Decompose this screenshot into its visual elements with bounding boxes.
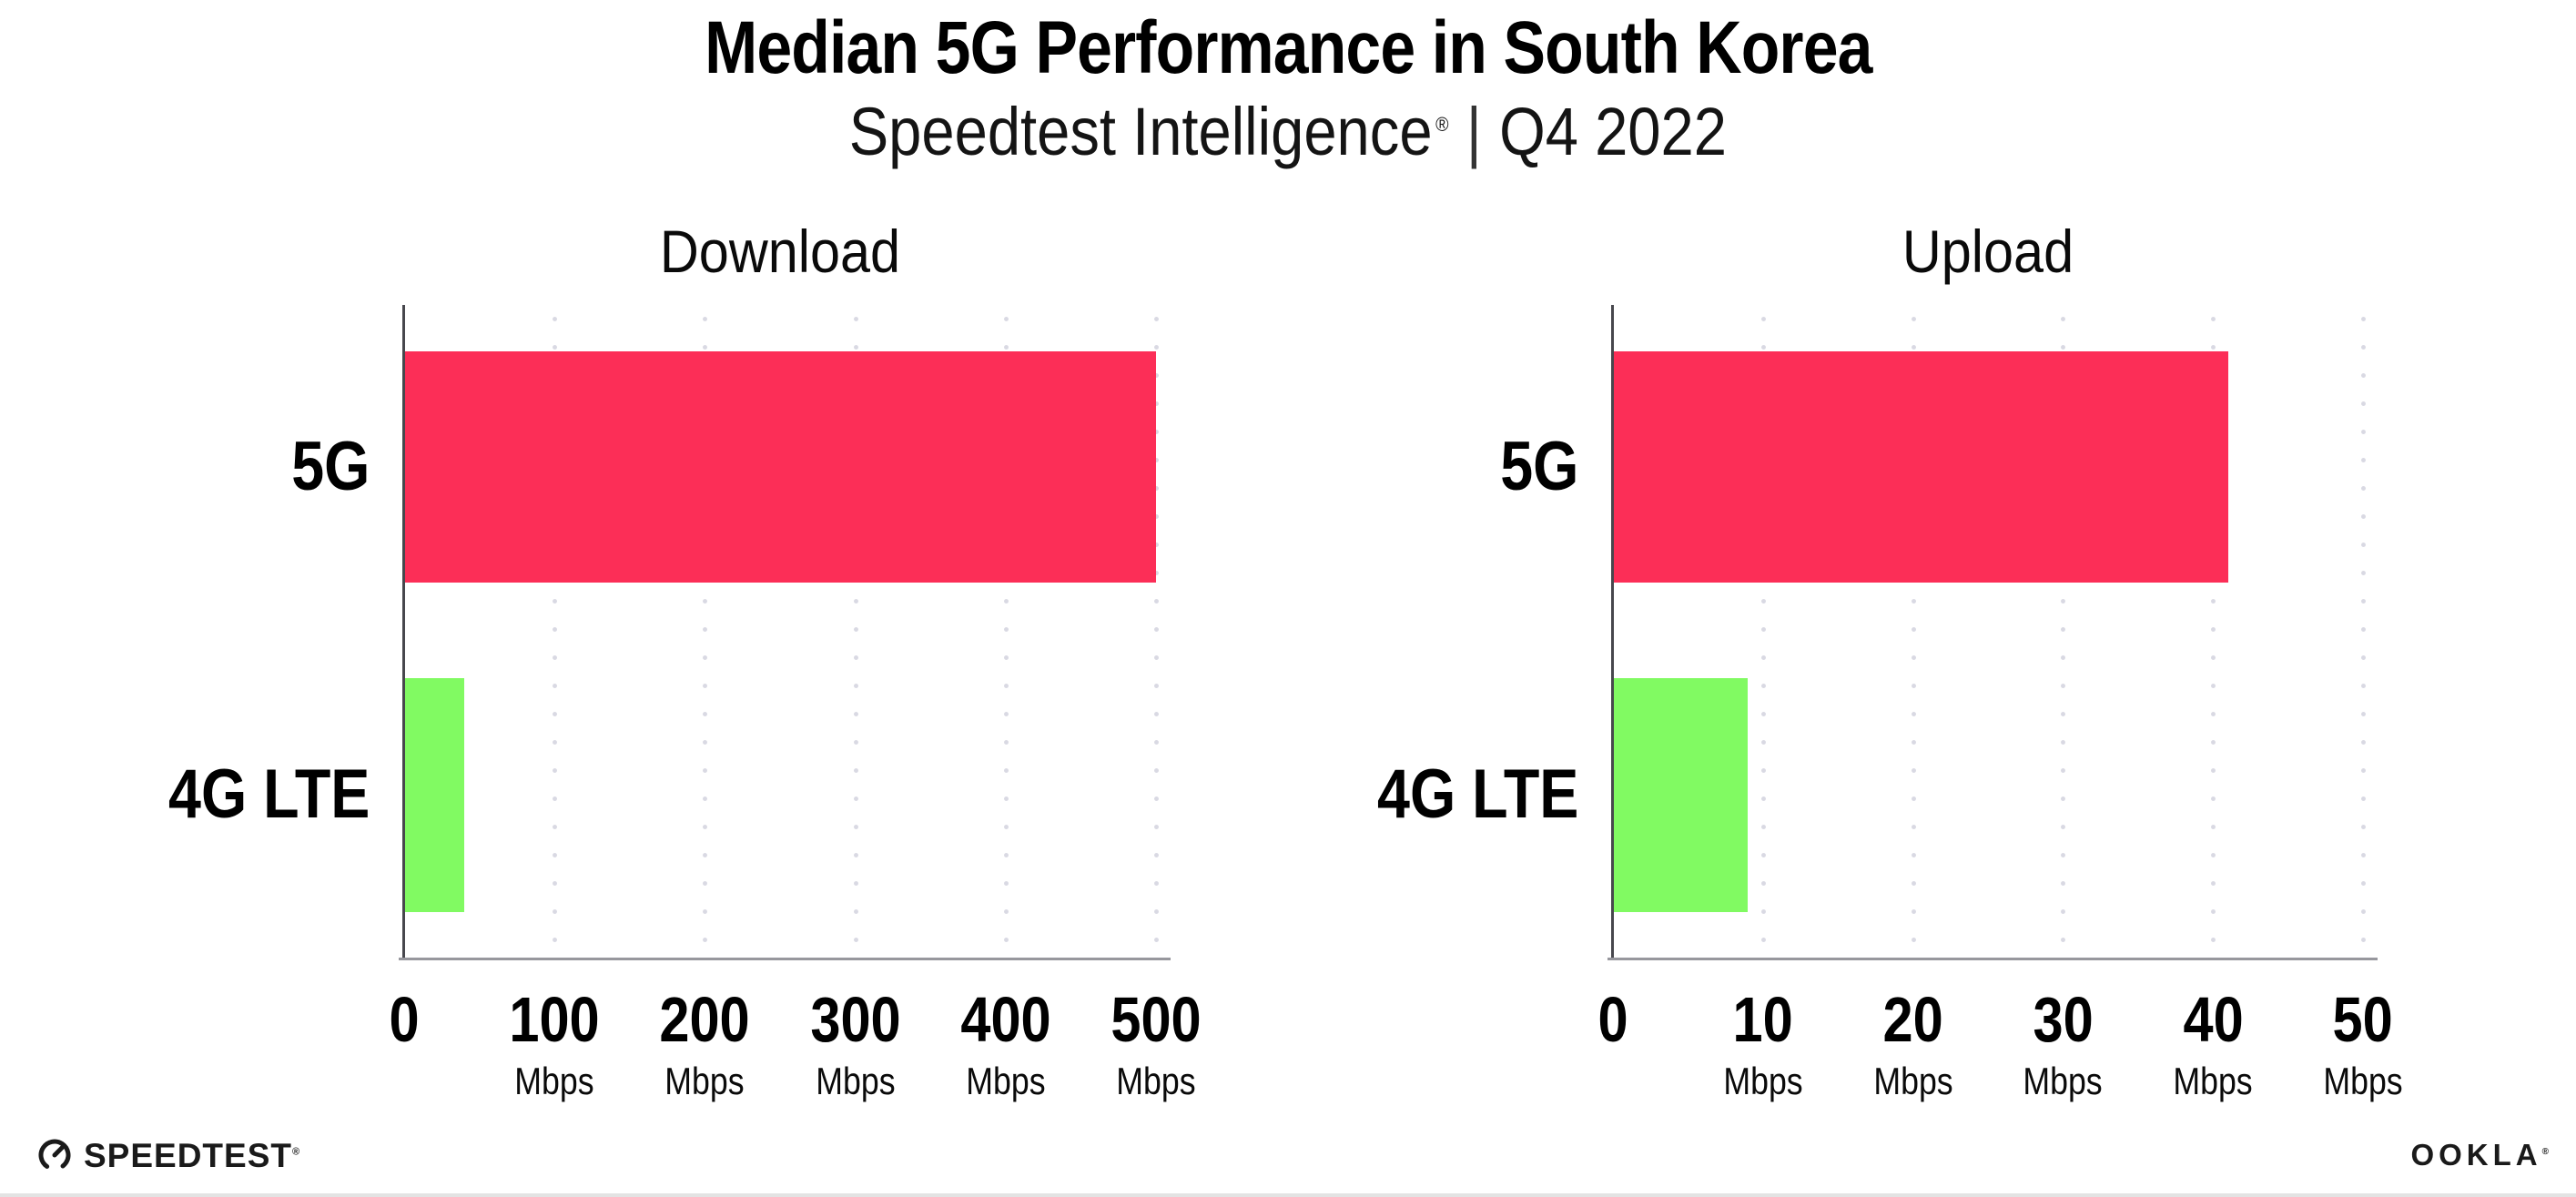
upload-tick-30: 30 Mbps [2023,984,2104,1102]
download-chart-title: Download [659,218,901,285]
gridline-20 [1911,305,1916,959]
gridline-200 [703,305,708,959]
gridline-100 [553,305,558,959]
download-tick-300: 300 Mbps [809,984,901,1102]
page-title: Median 5G Performance in South Korea [0,5,2576,91]
upload-tick-10: 10 Mbps [1723,984,1803,1102]
upload-tick-0: 0 [1597,984,1628,1055]
subtitle-period: Q4 2022 [1499,94,1728,169]
subtitle-separator: | [1465,94,1482,169]
subtitle-brand: Speedtest Intelligence [848,94,1433,169]
bar-upload-4g-lte [1613,678,1749,912]
bar-upload-5g [1613,351,2228,583]
upload-y-axis [1611,305,1614,960]
gridline-500 [1154,305,1159,959]
download-y-axis [402,305,405,960]
download-chart: Download 5G 4G LTE 0 100 Mbps 200 Mbps 3… [168,221,1202,1101]
bar-download-4g-lte [404,678,465,912]
gridline-300 [853,305,858,959]
gridline-40 [2211,305,2216,959]
download-tick-100: 100 Mbps [509,984,600,1102]
upload-chart: Upload 5G 4G LTE 0 10 Mbps 20 Mbps 30 Mb… [1377,221,2403,1101]
speedtest-gauge-icon [36,1137,73,1173]
registered-mark-icon: ® [1435,113,1449,137]
speedtest-wordmark: SPEEDTEST® [84,1136,301,1174]
category-label-5g: 5G [290,428,370,505]
category-label-5g: 5G [1499,428,1578,505]
download-tick-200: 200 Mbps [659,984,751,1102]
gridline-10 [1760,305,1766,959]
download-x-axis [399,958,1171,960]
category-label-4g-lte: 4G LTE [167,756,370,833]
download-tick-500: 500 Mbps [1111,984,1202,1102]
speedtest-logo: SPEEDTEST® [36,1137,300,1173]
download-tick-400: 400 Mbps [960,984,1051,1102]
gridline-50 [2361,305,2366,959]
gridline-400 [1003,305,1009,959]
upload-tick-40: 40 Mbps [2173,984,2253,1102]
upload-tick-20: 20 Mbps [1872,984,1953,1102]
registered-mark-icon: ® [292,1146,301,1158]
registered-mark-icon: ® [2541,1147,2549,1157]
download-tick-0: 0 [389,984,420,1055]
ookla-logo: OOKLA® [2410,1138,2549,1172]
bar-download-5g [404,351,1156,583]
upload-chart-title: Upload [1902,218,2074,285]
page-subtitle: Speedtest Intelligence ® | Q4 2022 [0,93,2576,170]
page-title-text: Median 5G Performance in South Korea [704,6,1872,89]
upload-x-axis [1607,958,2378,960]
gridline-30 [2061,305,2066,959]
category-label-4g-lte: 4G LTE [1376,756,1578,833]
upload-tick-50: 50 Mbps [2323,984,2403,1102]
